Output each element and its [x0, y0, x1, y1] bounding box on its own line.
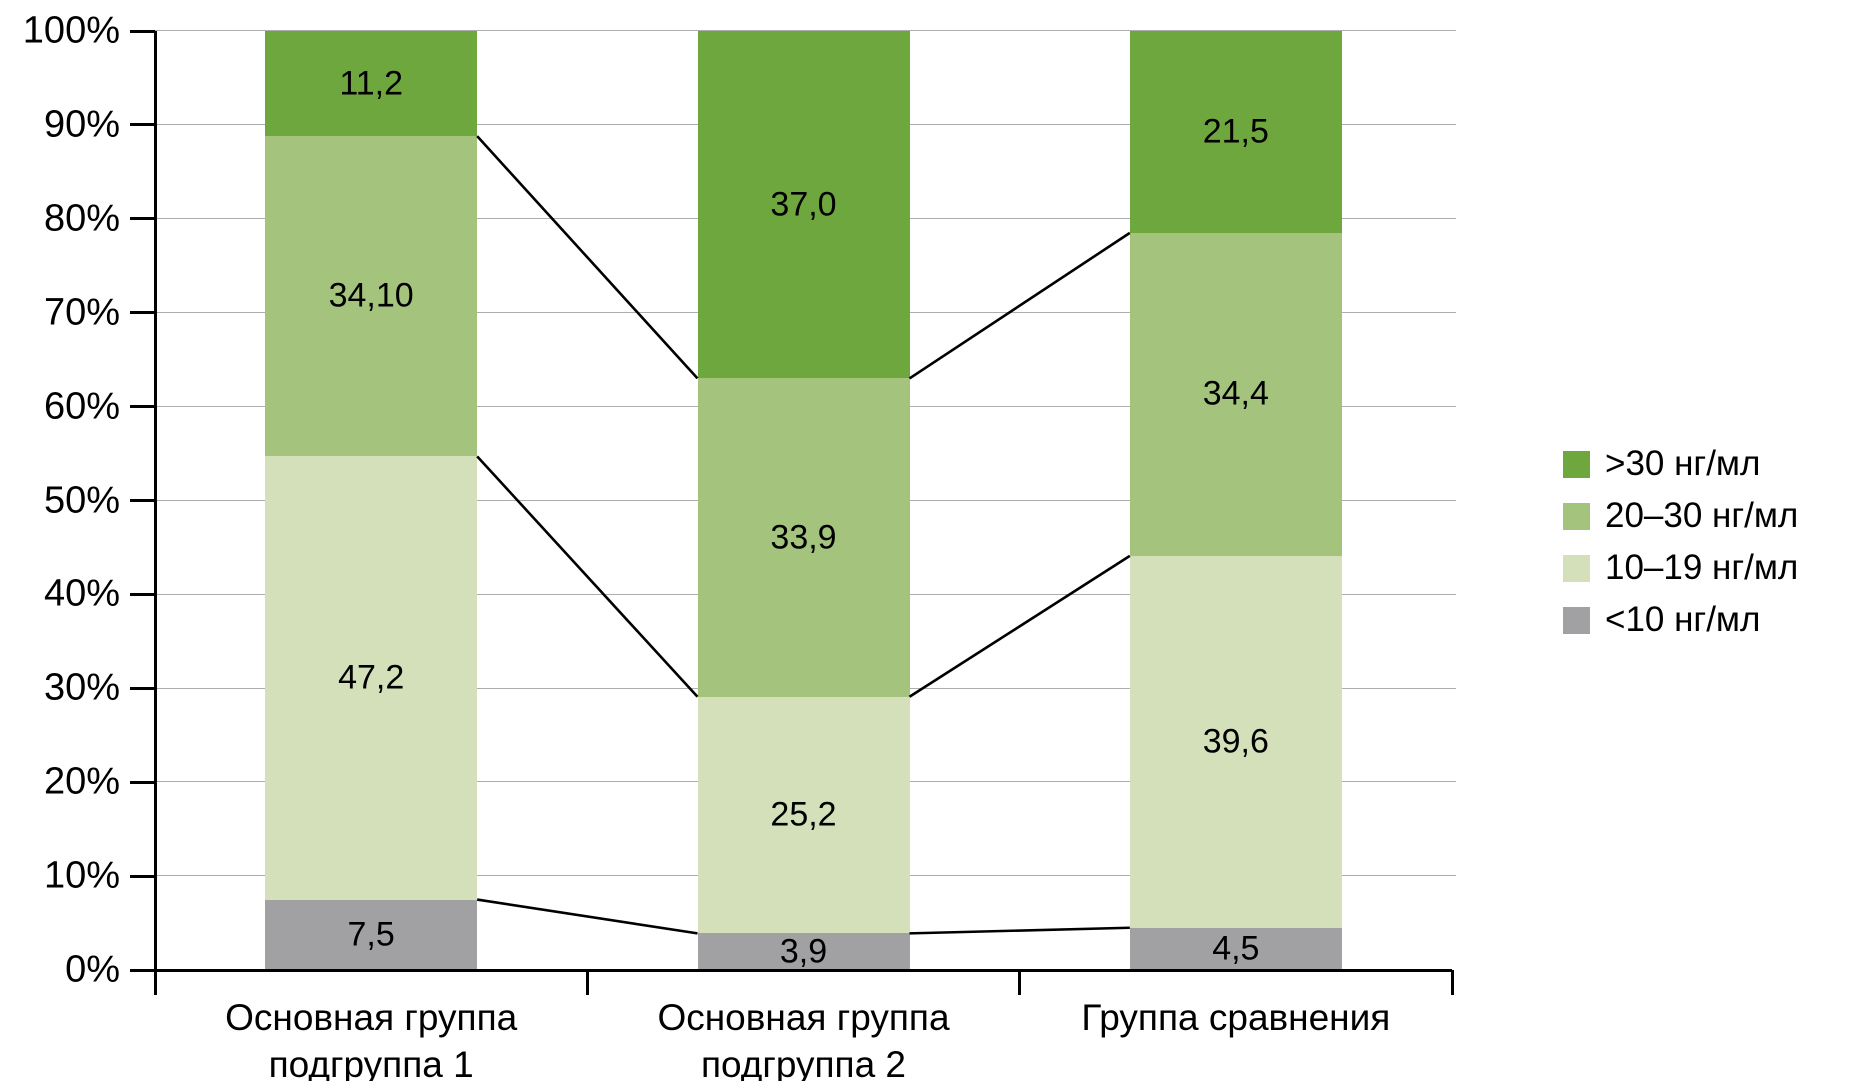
bar-segment — [265, 899, 478, 970]
connector-line — [908, 231, 1131, 380]
y-axis-tick — [130, 874, 155, 878]
y-tick-label: 10% — [43, 854, 120, 897]
legend-item: >30 нг/мл — [1563, 438, 1798, 490]
y-axis-tick — [130, 968, 155, 972]
y-tick-label: 100% — [22, 9, 120, 52]
y-tick-label: 80% — [43, 197, 120, 240]
y-axis-tick — [130, 780, 155, 784]
segment-value-label: 11,2 — [339, 64, 403, 103]
bar-segment — [697, 378, 910, 697]
bar-segment — [265, 456, 478, 900]
category-label: Основная группа подгруппа 1 — [155, 994, 587, 1081]
connector-line — [909, 926, 1130, 935]
segment-value-label: 3,9 — [779, 932, 828, 971]
legend-swatch — [1563, 606, 1590, 634]
y-axis-tick — [130, 311, 155, 315]
y-axis-tick — [130, 686, 155, 690]
y-axis-line — [153, 31, 157, 970]
bar-segment — [1129, 555, 1342, 928]
bar-segment — [265, 31, 478, 137]
bar-segment — [265, 136, 478, 457]
category-label-line: подгруппа 1 — [268, 1044, 474, 1081]
y-tick-label: 60% — [43, 385, 120, 428]
y-axis-tick — [130, 405, 155, 409]
y-axis-tick — [130, 592, 155, 596]
category-label-line: Основная группа — [657, 997, 950, 1038]
grid-line — [155, 30, 1456, 32]
segment-value-label: 47,2 — [338, 658, 405, 697]
connector-line — [476, 135, 699, 380]
legend-label: >30 нг/мл — [1605, 444, 1761, 483]
segment-value-label: 34,4 — [1202, 374, 1269, 413]
category-boundary-tick — [1018, 970, 1022, 995]
y-tick-label: 90% — [43, 103, 120, 146]
legend-item: 10–19 нг/мл — [1563, 542, 1798, 594]
y-axis-tick — [130, 217, 155, 221]
y-tick-label: 50% — [43, 479, 120, 521]
bar-segment — [1129, 31, 1342, 233]
legend-label: <10 нг/мл — [1605, 600, 1761, 639]
category-label-line: Группа сравнения — [1081, 997, 1391, 1038]
connector-line — [908, 554, 1131, 698]
y-axis-tick — [130, 29, 155, 33]
bar-segment — [697, 696, 910, 934]
y-tick-label: 70% — [43, 291, 120, 334]
category-label-line: Основная группа — [225, 997, 518, 1038]
legend-label: 10–19 нг/мл — [1605, 548, 1799, 587]
legend-swatch — [1563, 502, 1590, 530]
bar-segment — [1129, 232, 1342, 556]
category-label-line: подгруппа 2 — [700, 1044, 907, 1081]
segment-value-label: 34,10 — [328, 276, 414, 315]
legend-swatch — [1563, 554, 1590, 582]
legend-label: 20–30 нг/мл — [1605, 496, 1799, 535]
segment-value-label: 7,5 — [347, 915, 395, 954]
category-boundary-tick — [1450, 970, 1454, 995]
segment-value-label: 21,5 — [1202, 112, 1269, 151]
category-label: Группа сравнения — [1020, 994, 1452, 1041]
y-tick-label: 30% — [43, 666, 120, 709]
legend: >30 нг/мл 20–30 нг/мл 10–19 нг/мл <10 нг/мл — [1563, 438, 1798, 646]
connector-line — [476, 455, 699, 698]
y-axis-tick — [130, 123, 155, 127]
legend-item: 20–30 нг/мл — [1563, 490, 1798, 542]
y-tick-label: 20% — [43, 760, 120, 803]
legend-item: <10 нг/мл — [1563, 594, 1798, 646]
segment-value-label: 4,5 — [1212, 929, 1260, 968]
y-axis-tick — [130, 499, 155, 502]
segment-value-label: 25,2 — [770, 795, 837, 834]
legend-swatch — [1563, 450, 1590, 478]
segment-value-label: 33,9 — [770, 518, 837, 557]
category-label: Основная группа подгруппа 2 — [587, 994, 1019, 1081]
bar-segment — [1129, 927, 1342, 970]
category-boundary-tick — [153, 970, 157, 995]
bar-segment — [697, 31, 910, 379]
segment-value-label: 39,6 — [1202, 722, 1269, 761]
bar-segment — [697, 933, 910, 970]
category-boundary-tick — [585, 970, 589, 995]
y-tick-label: 40% — [43, 572, 120, 615]
segment-value-label: 37,0 — [770, 185, 837, 224]
y-tick-label: 0% — [65, 948, 120, 991]
connector-line — [476, 898, 698, 935]
x-axis-line — [130, 968, 1452, 972]
